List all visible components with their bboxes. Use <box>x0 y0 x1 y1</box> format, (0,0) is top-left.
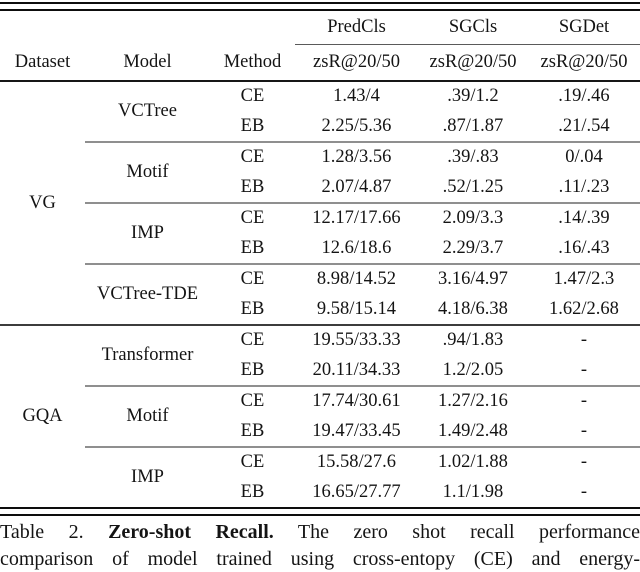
table-row: GQA Transformer CE 19.55/33.33 .94/1.83 … <box>0 325 640 356</box>
cell-value: 19.55/33.33 <box>295 325 418 356</box>
model-label-imp: IMP <box>85 203 210 264</box>
cell-value: 12.17/17.66 <box>295 203 418 234</box>
cell-value: 15.58/27.6 <box>295 447 418 478</box>
col-header-predcls: PredCls <box>295 11 418 45</box>
model-label-vctree: VCTree <box>85 81 210 142</box>
cell-value: 3.16/4.97 <box>418 264 528 295</box>
cell-value: .87/1.87 <box>418 112 528 143</box>
cell-value: 2.07/4.87 <box>295 173 418 204</box>
model-label-vctree-tde: VCTree-TDE <box>85 264 210 325</box>
method-label: CE <box>210 81 295 112</box>
cell-value: 4.18/6.38 <box>418 295 528 326</box>
table-row: VG VCTree CE 1.43/4 .39/1.2 .19/.46 <box>0 81 640 112</box>
group-header-row: PredCls SGCls SGDet <box>0 11 640 45</box>
cell-value: .16/.43 <box>528 234 640 265</box>
cell-value: 1.49/2.48 <box>418 417 528 448</box>
cell-value: 17.74/30.61 <box>295 386 418 417</box>
cell-value: .52/1.25 <box>418 173 528 204</box>
col-header-sgcls: SGCls <box>418 11 528 45</box>
cell-value: - <box>528 478 640 508</box>
method-label: EB <box>210 234 295 265</box>
cell-value: .14/.39 <box>528 203 640 234</box>
method-label: CE <box>210 325 295 356</box>
header-spacer <box>0 11 295 45</box>
table-row: IMP CE 15.58/27.6 1.02/1.88 - <box>0 447 640 478</box>
zero-shot-recall-table: PredCls SGCls SGDet Dataset Model Method… <box>0 11 640 507</box>
model-label-transformer: Transformer <box>85 325 210 386</box>
method-label: EB <box>210 356 295 387</box>
table-top-double-rule <box>0 2 640 11</box>
cell-value: 1.1/1.98 <box>418 478 528 508</box>
cell-value: 12.6/18.6 <box>295 234 418 265</box>
cell-value: 0/.04 <box>528 142 640 173</box>
cell-value: - <box>528 325 640 356</box>
table-row: Motif CE 17.74/30.61 1.27/2.16 - <box>0 386 640 417</box>
metric-label-sgcls: zsR@20/50 <box>418 45 528 82</box>
cell-value: - <box>528 417 640 448</box>
cell-value: 1.02/1.88 <box>418 447 528 478</box>
cell-value: 2.29/3.7 <box>418 234 528 265</box>
cell-value: .39/.83 <box>418 142 528 173</box>
cell-value: - <box>528 356 640 387</box>
table-bottom-double-rule <box>0 507 640 516</box>
table-row: IMP CE 12.17/17.66 2.09/3.3 .14/.39 <box>0 203 640 234</box>
caption-text-1: The zero shot recall performance <box>298 521 640 543</box>
method-label: CE <box>210 447 295 478</box>
caption-line-1: Table 2. Zero-shot Recall. The zero shot… <box>0 519 640 546</box>
cell-value: 1.62/2.68 <box>528 295 640 326</box>
cell-value: 1.28/3.56 <box>295 142 418 173</box>
metric-header-row: Dataset Model Method zsR@20/50 zsR@20/50… <box>0 45 640 82</box>
cell-value: 19.47/33.45 <box>295 417 418 448</box>
caption-line-2: comparison of model trained using cross-… <box>0 546 640 572</box>
cell-value: 16.65/27.77 <box>295 478 418 508</box>
cell-value: .21/.54 <box>528 112 640 143</box>
table-head: PredCls SGCls SGDet Dataset Model Method… <box>0 11 640 81</box>
cell-value: 2.25/5.36 <box>295 112 418 143</box>
section-vg: VG VCTree CE 1.43/4 .39/1.2 .19/.46 EB 2… <box>0 81 640 325</box>
cell-value: 8.98/14.52 <box>295 264 418 295</box>
caption-text-2: comparison of model trained using cross-… <box>0 548 640 570</box>
model-label-motif-gqa: Motif <box>85 386 210 447</box>
cell-value: 1.27/2.16 <box>418 386 528 417</box>
cell-value: - <box>528 386 640 417</box>
method-label: EB <box>210 295 295 326</box>
dataset-label-gqa: GQA <box>0 325 85 507</box>
col-header-dataset: Dataset <box>0 45 85 82</box>
cell-value: .19/.46 <box>528 81 640 112</box>
cell-value: 20.11/34.33 <box>295 356 418 387</box>
cell-value: 1.2/2.05 <box>418 356 528 387</box>
method-label: EB <box>210 173 295 204</box>
method-label: EB <box>210 478 295 508</box>
col-header-method: Method <box>210 45 295 82</box>
caption-title: Zero-shot Recall. <box>108 521 274 543</box>
metric-label-sgdet: zsR@20/50 <box>528 45 640 82</box>
table-row: VCTree-TDE CE 8.98/14.52 3.16/4.97 1.47/… <box>0 264 640 295</box>
caption-label: Table 2. <box>0 521 84 543</box>
section-gqa: GQA Transformer CE 19.55/33.33 .94/1.83 … <box>0 325 640 507</box>
model-label-imp-gqa: IMP <box>85 447 210 507</box>
cell-value: .94/1.83 <box>418 325 528 356</box>
cell-value: .39/1.2 <box>418 81 528 112</box>
table-caption: Table 2. Zero-shot Recall. The zero shot… <box>0 519 640 572</box>
cell-value: 1.43/4 <box>295 81 418 112</box>
model-label-motif: Motif <box>85 142 210 203</box>
method-label: EB <box>210 417 295 448</box>
cell-value: 1.47/2.3 <box>528 264 640 295</box>
cell-value: - <box>528 447 640 478</box>
method-label: CE <box>210 142 295 173</box>
method-label: EB <box>210 112 295 143</box>
cell-value: 2.09/3.3 <box>418 203 528 234</box>
dataset-label-vg: VG <box>0 81 85 325</box>
cell-value: .11/.23 <box>528 173 640 204</box>
method-label: CE <box>210 203 295 234</box>
method-label: CE <box>210 386 295 417</box>
table-row: Motif CE 1.28/3.56 .39/.83 0/.04 <box>0 142 640 173</box>
col-header-sgdet: SGDet <box>528 11 640 45</box>
cell-value: 9.58/15.14 <box>295 295 418 326</box>
metric-label-predcls: zsR@20/50 <box>295 45 418 82</box>
col-header-model: Model <box>85 45 210 82</box>
method-label: CE <box>210 264 295 295</box>
